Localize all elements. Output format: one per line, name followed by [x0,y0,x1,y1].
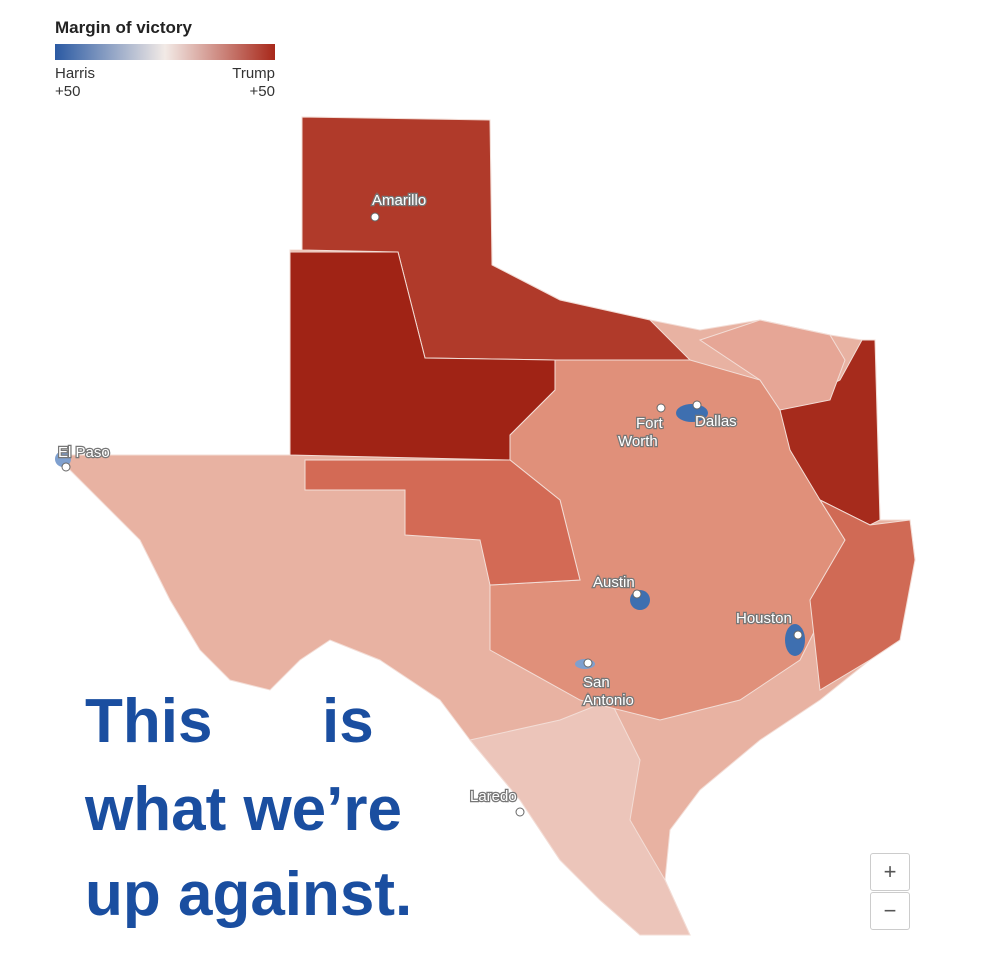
headline-line: what we’re [84,775,402,844]
headline: This is what we’re up against. [84,687,412,929]
headline-word: This [85,687,212,756]
city-label: Amarillo [372,192,426,209]
city-label: Worth [618,433,658,450]
legend-right-label: Trump [232,65,275,82]
headline-word: is [322,687,374,756]
city-label: Fort [636,415,664,432]
city-dot [632,589,642,599]
region-ne [698,319,846,411]
legend: Margin of victory Harris +50 Trump +50 [55,18,275,100]
headline-line: up against. [85,860,412,929]
city-dot [515,807,525,817]
dallas-area [676,404,708,422]
city-label: Houston [736,610,792,627]
region-coast [809,498,916,691]
legend-gradient [55,44,275,60]
city-label: Austin [593,574,635,591]
city-dot [583,658,593,668]
region-mid [304,459,581,586]
city-dot [656,403,666,413]
houston-area [785,624,805,656]
city-dot [370,212,380,222]
legend-left-label: Harris [55,65,95,82]
city-label: Laredo [470,788,517,805]
city-label: El Paso [58,444,110,461]
city-labels: Amarillo Fort Worth Dallas El Paso Austi… [57,191,793,807]
legend-left-value: +50 [55,83,80,100]
zoom-in[interactable]: + [870,853,910,891]
legend-right-value: +50 [250,83,275,100]
legend-title: Margin of victory [55,18,193,37]
city-dot [793,630,803,640]
region-west-dark [289,251,556,461]
city-label: Dallas [695,413,737,430]
zoom-out[interactable]: − [870,892,910,930]
city-label: Antonio [583,692,634,709]
city-label: San [583,674,610,691]
region-panhandle [301,116,692,361]
texas-map [59,116,916,936]
region-east-dark [779,339,881,526]
city-dot [61,462,71,472]
city-dot [692,400,702,410]
city-dots [61,212,803,817]
